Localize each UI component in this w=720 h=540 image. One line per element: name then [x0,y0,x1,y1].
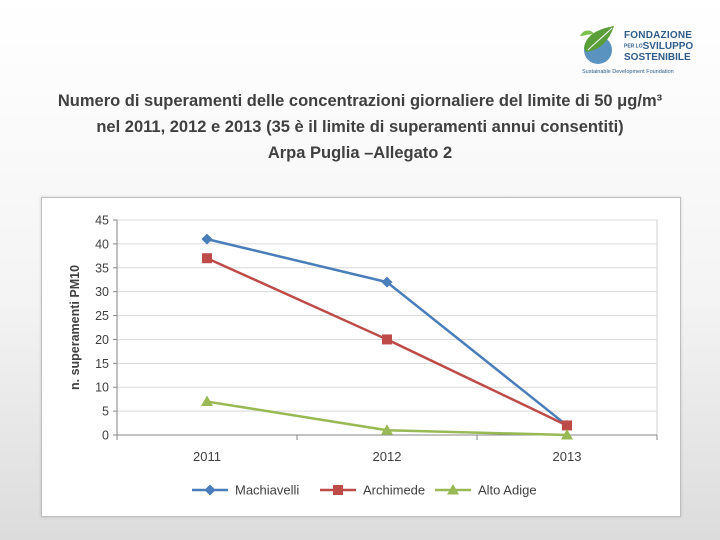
title-line-1: Numero di superamenti delle concentrazio… [57,92,663,110]
y-tick-label: 5 [102,405,109,419]
legend-label-alto-adige: Alto Adige [478,483,537,498]
data-point-machiavelli [201,233,213,245]
legend-marker-alto-adige [447,484,459,495]
x-tick-label: 2011 [193,449,221,464]
y-tick-label: 40 [95,237,109,251]
line-chart: 0 5 10 15 20 25 30 35 40 45 2011 2012 2013 n. superam… [68,214,658,498]
data-point-archimede [202,253,212,264]
y-tick-label: 20 [95,333,109,347]
data-point-archimede [562,420,572,431]
logo-tagline: Sustainable Development Foundation [582,69,674,75]
y-tick-label: 25 [95,309,109,323]
title-line-3: Arpa Puglia –Allegato 2 [267,144,453,162]
data-point-machiavelli [381,276,393,288]
logo-line-3: SOSTENIBILE [624,52,691,63]
page-title: Numero di superamenti delle concentrazio… [0,88,720,166]
leaf-globe-icon [580,26,614,64]
x-tick-label: 2012 [373,449,402,464]
logo-line-1: FONDAZIONE [624,30,693,41]
y-tick-label: 35 [95,261,109,275]
chart-frame: 0 5 10 15 20 25 30 35 40 45 2011 2012 2013 n. superam… [41,197,681,517]
legend-marker-archimede [333,485,343,495]
y-tick-label: 0 [102,429,109,443]
logo-line-2-small: PER LO [624,43,643,50]
data-point-alto-adige [381,424,393,435]
data-point-alto-adige [561,429,573,440]
x-tick-label: 2013 [553,449,582,464]
legend-marker-machiavelli [204,484,216,496]
series-line-machiavelli [206,237,568,427]
data-point-alto-adige [201,395,213,407]
y-tick-label: 30 [95,285,109,299]
y-axis-label: n. superamenti PM10 [68,265,82,390]
title-line-2: nel 2011, 2012 e 2013 (35 è il limite di… [96,118,624,136]
y-tick-label: 15 [95,357,109,371]
logo-line-2-main: SVILUPPO [642,41,694,52]
logo: FONDAZIONE PER LOSVILUPPO SOSTENIBILE Su… [574,22,704,82]
legend-label-machiavelli: Machiavelli [235,483,299,498]
logo-line-2: PER LOSVILUPPO [624,41,693,52]
y-tick-label: 10 [95,381,109,395]
data-point-archimede [382,334,392,345]
y-tick-label: 45 [95,214,109,228]
plot-area [116,219,658,436]
legend-label-archimede: Archimede [363,483,425,498]
